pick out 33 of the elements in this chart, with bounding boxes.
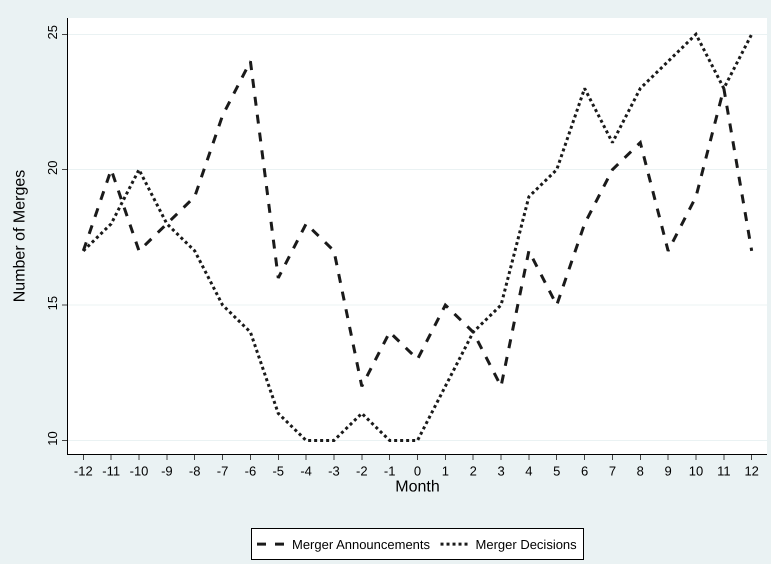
x-tick-label: 4	[525, 464, 533, 479]
x-tick-label: 6	[580, 464, 588, 479]
x-tick-label: 5	[553, 464, 560, 479]
legend-label: Merger Announcements	[292, 537, 431, 552]
x-tick-label: 3	[497, 464, 505, 479]
x-tick-label: -9	[161, 464, 173, 479]
legend-label: Merger Decisions	[476, 537, 578, 552]
x-tick-label: -1	[384, 464, 396, 479]
y-tick-label: 10	[44, 431, 60, 446]
y-axis-title: Number of Merges	[12, 170, 29, 302]
x-tick-label: -10	[130, 464, 148, 479]
y-tick-label: 20	[44, 160, 60, 175]
x-axis-title: Month	[395, 478, 440, 496]
x-tick-label: 7	[608, 464, 616, 479]
x-tick-label: 0	[414, 464, 422, 479]
x-tick-label: 9	[664, 464, 672, 479]
x-tick-label: 12	[744, 464, 759, 479]
x-tick-label: -3	[328, 464, 340, 479]
x-tick-label: -12	[74, 464, 93, 479]
x-tick-label: -7	[216, 464, 228, 479]
x-tick-label: 1	[442, 464, 449, 479]
x-tick-label: 8	[636, 464, 644, 479]
x-tick-label: -8	[188, 464, 200, 479]
x-tick-label: -11	[102, 464, 120, 479]
x-tick-label: 10	[688, 464, 704, 479]
x-tick-label: -2	[356, 464, 368, 479]
x-tick-label: -4	[300, 464, 312, 479]
x-tick-label: 11	[717, 464, 731, 479]
x-tick-label: -6	[244, 464, 256, 479]
y-tick-label: 25	[44, 25, 60, 40]
y-tick-label: 15	[44, 296, 60, 310]
x-tick-label: 2	[470, 464, 477, 479]
x-tick-label: -5	[272, 464, 284, 479]
